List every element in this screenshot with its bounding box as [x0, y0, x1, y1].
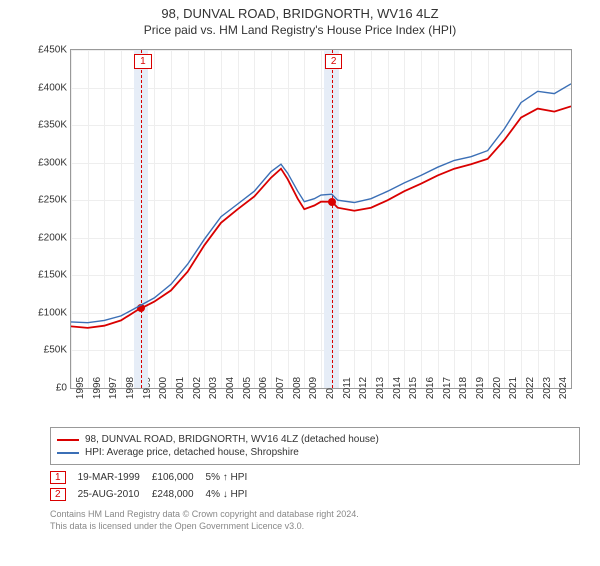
event-number: 1	[50, 471, 66, 484]
y-tick-label: £50K	[44, 345, 71, 356]
event-date: 19-MAR-1999	[78, 469, 152, 486]
event-price: £106,000	[152, 469, 206, 486]
footnote-line: This data is licensed under the Open Gov…	[50, 521, 580, 533]
footnote: Contains HM Land Registry data © Crown c…	[50, 509, 580, 532]
series-lines	[71, 50, 571, 388]
legend-row: 98, DUNVAL ROAD, BRIDGNORTH, WV16 4LZ (d…	[57, 434, 573, 445]
y-tick-label: £200K	[38, 232, 71, 243]
event-row: 1 19-MAR-1999£106,0005% ↑ HPI	[50, 469, 259, 486]
y-tick-label: £450K	[38, 45, 71, 56]
legend-label: HPI: Average price, detached house, Shro…	[85, 447, 299, 458]
y-tick-label: £0	[56, 383, 71, 394]
event-date: 25-AUG-2010	[78, 486, 152, 503]
y-tick-label: £300K	[38, 157, 71, 168]
y-tick-label: £100K	[38, 307, 71, 318]
event-delta: 5% ↑ HPI	[206, 469, 260, 486]
chart-subtitle: Price paid vs. HM Land Registry's House …	[0, 23, 600, 37]
legend-swatch	[57, 439, 79, 441]
chart-container: £0 £50K £100K £150K £200K £250K £300K £350K £400…	[20, 43, 580, 423]
y-tick-label: £400K	[38, 82, 71, 93]
footnote-line: Contains HM Land Registry data © Crown c…	[50, 509, 580, 521]
plot-area: £0£50K£100K£150K£200K£250K£300K£350K£400…	[70, 49, 572, 389]
legend-label: 98, DUNVAL ROAD, BRIDGNORTH, WV16 4LZ (d…	[85, 434, 379, 445]
event-price: £248,000	[152, 486, 206, 503]
chart-title: 98, DUNVAL ROAD, BRIDGNORTH, WV16 4LZ	[0, 6, 600, 21]
event-table: 1 19-MAR-1999£106,0005% ↑ HPI 2 25-AUG-2010…	[50, 469, 259, 503]
y-tick-label: £150K	[38, 270, 71, 281]
event-delta: 4% ↓ HPI	[206, 486, 260, 503]
legend-row: HPI: Average price, detached house, Shro…	[57, 447, 573, 458]
y-tick-label: £350K	[38, 120, 71, 131]
event-number: 2	[50, 488, 66, 501]
legend-swatch	[57, 452, 79, 454]
legend: 98, DUNVAL ROAD, BRIDGNORTH, WV16 4LZ (d…	[50, 427, 580, 465]
event-row: 2 25-AUG-2010£248,0004% ↓ HPI	[50, 486, 259, 503]
y-tick-label: £250K	[38, 195, 71, 206]
series-line	[71, 84, 571, 323]
